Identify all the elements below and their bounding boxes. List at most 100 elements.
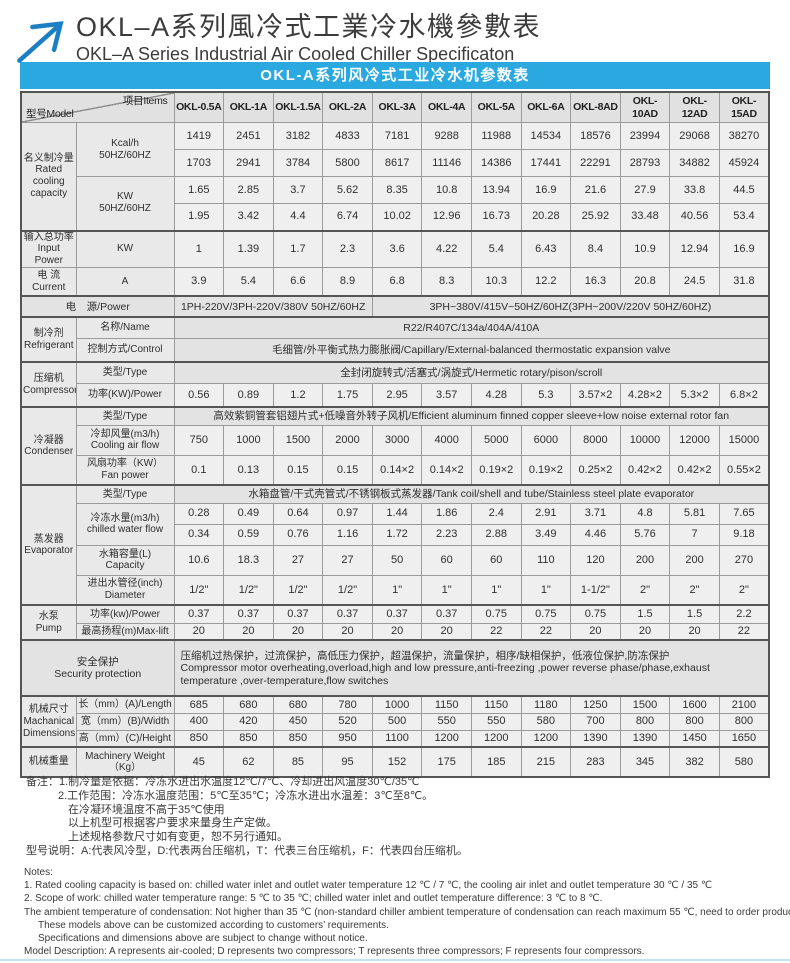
value-cell: 680 (223, 695, 274, 714)
value-cell: 16.9 (520, 176, 572, 204)
table-row: 名义制冷量 Rated cooling capacity Kcal/h 50HZ/… (20, 122, 770, 231)
value-cell: 1.95 (173, 203, 225, 231)
item-label-cell: 高（mm）(C)/Height (75, 729, 175, 748)
value-cell: 780 (322, 695, 373, 714)
value-cell: 175 (421, 746, 472, 778)
item-label-cell: 冷却风量(m3/h) Cooling air flow (75, 424, 175, 456)
table-row: 风扇功率（KW） Fan power 0.1 0.13 0.15 0.15 0.14×2 0… (21, 454, 770, 486)
value-cell: 1" (421, 574, 472, 606)
value-cell: 0.56 (173, 382, 225, 408)
note-line: 型号说明：A:代表风冷型，D:代表两台压缩机，T：代表三台压缩机，F：代表四台压… (26, 844, 468, 857)
value-cell: 0.75 (470, 604, 522, 624)
table-row: 安全保护 Security protection 压缩机过热保护，过流保护，高低压… (20, 639, 770, 697)
corner-cell: 型号Model 项目Items (20, 91, 175, 123)
notes-chinese: 备注：1.制冷量是依据：冷冻水进出水温度12℃/7℃、冷却进出风温度30℃/35… (26, 776, 468, 859)
table-row: 压缩机 Compressor 类型/Type 全封闭旋转式/活塞式/涡旋式/Herm… (20, 361, 770, 408)
value-cell: 0.1 (173, 454, 225, 486)
value-cell: 1/2" (322, 574, 373, 606)
value-cell: 1100 (371, 729, 423, 748)
value-cell: 4.28 (470, 382, 522, 408)
table-row: 1.95 3.42 4.4 6.74 10.02 12.96 16.73 20.28 25.92… (21, 203, 770, 231)
value-cell: 1.44 (371, 502, 423, 525)
value-cell: 1.65 (173, 176, 225, 204)
value-cell: 800 (619, 712, 671, 731)
group-label-cell: 冷凝器 Condenser (20, 406, 77, 486)
span-text-cell: 安全保护 Security protection (20, 639, 175, 697)
table-row: 冷凝器 Condenser 类型/Type 高效紫铜管套铝翅片式+低噪音外转子风机/… (20, 406, 770, 486)
table-row: 电 源/Power 1PH-220V/3PH-220V/380V 50HZ/60H… (20, 295, 770, 318)
group-label-cell: 输入总功率 Input Power (20, 229, 77, 268)
value-cell: 0.76 (272, 523, 324, 546)
group-label-cell: 蒸发器 Evaporator (20, 484, 77, 606)
value-cell: 8.9 (322, 266, 373, 297)
value-cell: 2.23 (421, 523, 472, 546)
table-row: 冷冻水量(m3/h) chilled water flow 0.28 0.49 0.6… (21, 502, 770, 546)
model-header-row: 型号Model 项目Items OKL-0.5A OKL-1A OKL-1.5A OKL-… (20, 91, 770, 123)
value-cell: 0.15 (272, 454, 324, 486)
value-cell: 0.34 (173, 523, 225, 546)
value-cell: 0.59 (223, 523, 274, 546)
value-cell: 0.37 (173, 604, 225, 624)
value-cell: 0.75 (570, 604, 621, 624)
value-cell: 31.8 (718, 266, 770, 297)
value-cell: 1.39 (223, 229, 274, 268)
item-label-cell: 控制方式/Control (75, 337, 175, 363)
value-cell: 2" (619, 574, 671, 606)
value-cell: 5000 (470, 424, 522, 456)
value-cell: 1 (173, 229, 225, 268)
value-cell: 215 (520, 746, 572, 778)
value-cell: 200 (619, 544, 671, 576)
value-cell: 2.85 (223, 176, 274, 204)
table-row: 水泵 Pump 功率(kw)/Power 0.37 0.37 0.37 0.37 0.37 0… (20, 604, 770, 641)
value-cell: 24.5 (669, 266, 720, 297)
item-label-cell: 功率(KW)/Power (75, 382, 175, 408)
item-label-cell: 类型/Type (75, 484, 175, 504)
value-cell: 0.37 (371, 604, 423, 624)
value-cell: 18.3 (223, 544, 274, 576)
span-text-cell: 高效紫铜管套铝翅片式+低噪音外转子风机/Efficient aluminum f… (173, 406, 770, 426)
value-cell: 1200 (470, 729, 522, 748)
value-cell: 50 (371, 544, 423, 576)
value-cell: 5.3×2 (669, 382, 720, 408)
value-cell: 520 (322, 712, 373, 731)
value-cell: 1180 (520, 695, 572, 714)
group-label-cell: 机械尺寸 Machanical Dimensions (20, 695, 77, 748)
value-cell: 270 (718, 544, 770, 576)
item-label-cell: 冷冻水量(m3/h) chilled water flow (75, 502, 175, 546)
value-cell: 2100 (718, 695, 770, 714)
value-cell: 20 (223, 622, 274, 641)
value-cell: 20 (173, 622, 225, 641)
value-cell: 1.7 (272, 229, 324, 268)
value-cell: 1200 (520, 729, 572, 748)
value-cell: 2.88 (470, 523, 522, 546)
value-cell: 5.62 (322, 176, 373, 204)
value-cell: 0.64 (272, 502, 324, 525)
item-label-cell: Kcal/h 50HZ/60HZ (75, 122, 175, 177)
value-cell: 10.9 (619, 229, 671, 268)
value-cell: 29068 (669, 122, 720, 150)
item-label-cell: 进出水管径(inch) Diameter (75, 574, 175, 606)
value-cell: 33.8 (669, 176, 720, 204)
model-header: OKL-6A (520, 91, 572, 123)
value-cell: 0.42×2 (619, 454, 671, 486)
value-cell: 400 (173, 712, 225, 731)
value-cell: 4.28×2 (619, 382, 671, 408)
value-cell: 16.9 (718, 229, 770, 268)
value-cell: 20 (619, 622, 671, 641)
table-row: 最高扬程(m)Max-lift 20 20 20 20 20 20 22 22 20 20 20 22 (21, 622, 770, 641)
value-cell: 1.75 (322, 382, 373, 408)
value-cell: 0.25×2 (570, 454, 621, 486)
value-cell: 9.18 (718, 523, 770, 546)
value-cell: 22 (470, 622, 522, 641)
value-cell: 44.5 (718, 176, 770, 204)
value-cell: 5.4 (223, 266, 274, 297)
value-cell: 2" (669, 574, 720, 606)
value-cell: 450 (272, 712, 324, 731)
item-label-cell: 长（mm）(A)/Length (75, 695, 175, 714)
value-cell: 27.9 (619, 176, 671, 204)
value-cell: 34882 (669, 149, 720, 177)
value-cell: 10.3 (470, 266, 522, 297)
value-cell: 20 (421, 622, 472, 641)
span-text-cell: 1PH-220V/3PH-220V/380V 50HZ/60HZ (173, 295, 373, 318)
item-label-cell: Machinery Weight （Kg） (75, 746, 175, 778)
